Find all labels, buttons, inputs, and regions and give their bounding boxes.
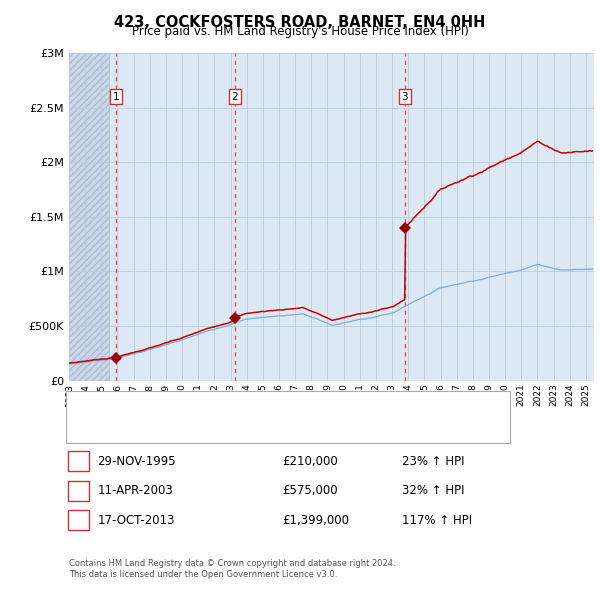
Text: HPI: Average price, detached house, Enfield: HPI: Average price, detached house, Enfi… [114, 420, 343, 430]
Text: 29-NOV-1995: 29-NOV-1995 [97, 455, 176, 468]
Text: 1: 1 [75, 455, 82, 468]
Text: 3: 3 [401, 92, 408, 101]
Text: £210,000: £210,000 [282, 455, 338, 468]
Text: 23% ↑ HPI: 23% ↑ HPI [402, 455, 464, 468]
Text: 2: 2 [232, 92, 238, 101]
Text: 11-APR-2003: 11-APR-2003 [97, 484, 173, 497]
Bar [69, 53, 109, 381]
Text: This data is licensed under the Open Government Licence v3.0.: This data is licensed under the Open Gov… [69, 570, 337, 579]
Text: £575,000: £575,000 [282, 484, 338, 497]
Text: 32% ↑ HPI: 32% ↑ HPI [402, 484, 464, 497]
Text: £1,399,000: £1,399,000 [282, 514, 349, 527]
Text: 117% ↑ HPI: 117% ↑ HPI [402, 514, 472, 527]
Text: 423, COCKFOSTERS ROAD, BARNET, EN4 0HH: 423, COCKFOSTERS ROAD, BARNET, EN4 0HH [115, 15, 485, 30]
Text: Contains HM Land Registry data © Crown copyright and database right 2024.: Contains HM Land Registry data © Crown c… [69, 559, 395, 568]
Text: 2: 2 [75, 484, 82, 497]
Text: 1: 1 [113, 92, 119, 101]
Text: 423, COCKFOSTERS ROAD, BARNET, EN4 0HH (detached house): 423, COCKFOSTERS ROAD, BARNET, EN4 0HH (… [114, 404, 447, 413]
Text: Price paid vs. HM Land Registry's House Price Index (HPI): Price paid vs. HM Land Registry's House … [131, 25, 469, 38]
Text: 17-OCT-2013: 17-OCT-2013 [97, 514, 175, 527]
Text: 3: 3 [75, 514, 82, 527]
